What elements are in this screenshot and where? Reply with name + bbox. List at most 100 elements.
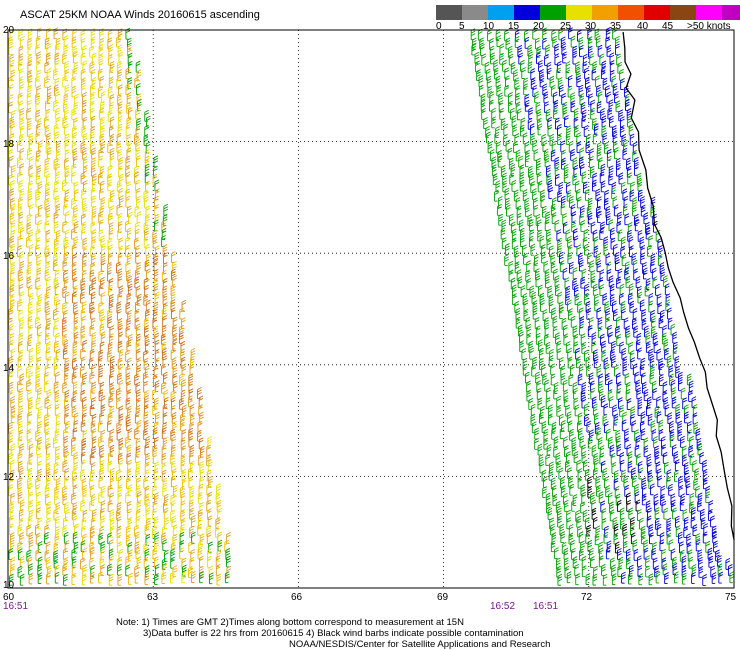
- wind-barb: [640, 357, 646, 370]
- wind-barb: [638, 189, 643, 202]
- wind-barb: [119, 195, 124, 208]
- wind-barb: [91, 77, 97, 89]
- wind-barb: [109, 155, 115, 168]
- wind-barb: [667, 412, 673, 425]
- wind-barb: [517, 276, 523, 289]
- wind-barb: [632, 308, 638, 320]
- wind-barb: [89, 100, 95, 113]
- wind-barb: [117, 220, 123, 233]
- wind-barb: [626, 398, 632, 410]
- wind-barb: [625, 275, 631, 288]
- wind-barb: [64, 149, 70, 162]
- wind-barb: [145, 253, 151, 266]
- wind-barb: [606, 428, 611, 441]
- wind-barb: [532, 139, 538, 152]
- wind-barb: [99, 411, 104, 424]
- wind-barb: [660, 485, 666, 498]
- wind-barb: [36, 411, 42, 424]
- wind-barb: [621, 419, 627, 432]
- wind-barb: [611, 461, 617, 474]
- wind-barb: [483, 117, 488, 129]
- wind-barb: [551, 29, 556, 42]
- wind-barb: [560, 140, 566, 153]
- wind-barb: [10, 243, 15, 256]
- wind-barb: [154, 573, 159, 585]
- wind-barb: [718, 571, 724, 584]
- wind-barb: [532, 27, 537, 40]
- wind-barb: [618, 556, 624, 569]
- wind-barb: [554, 43, 559, 56]
- wind-barb: [656, 348, 662, 361]
- wind-barb: [590, 107, 595, 120]
- wind-barb: [161, 235, 166, 247]
- wind-barb: [645, 555, 650, 568]
- wind-barb: [62, 381, 67, 394]
- wind-barb: [508, 92, 513, 104]
- wind-barb: [71, 555, 77, 568]
- wind-barb: [116, 308, 122, 321]
- wind-barb: [73, 419, 79, 432]
- wind-barb: [109, 525, 115, 538]
- wind-barb: [571, 443, 577, 456]
- wind-barb: [27, 60, 33, 73]
- wind-barb: [215, 525, 220, 538]
- wind-barb: [35, 229, 41, 241]
- wind-barb: [62, 485, 67, 498]
- wind-barb: [9, 116, 15, 129]
- wind-barb: [645, 227, 651, 240]
- wind-barb: [35, 131, 41, 144]
- wind-barb: [565, 404, 570, 417]
- wind-barb: [109, 101, 114, 114]
- wind-barb: [26, 379, 31, 392]
- wind-barb: [556, 340, 562, 353]
- wind-barb: [645, 277, 651, 290]
- wind-barb: [35, 155, 41, 168]
- wind-barb: [44, 371, 49, 384]
- wind-barb: [35, 35, 41, 48]
- lat-label-18: 18: [3, 139, 15, 150]
- wind-barb: [563, 171, 569, 183]
- wind-barb: [533, 260, 539, 272]
- wind-barb: [44, 291, 50, 304]
- wind-barb: [10, 164, 16, 177]
- wind-barb: [607, 107, 613, 120]
- wind-barb: [671, 396, 677, 409]
- wind-barb: [135, 389, 141, 402]
- wind-barb: [188, 373, 194, 386]
- wind-barb: [134, 237, 139, 250]
- wind-barb: [604, 301, 610, 313]
- wind-barb: [600, 395, 606, 408]
- wind-barb: [522, 363, 528, 376]
- wind-barb: [647, 461, 652, 474]
- wind-barb: [563, 436, 568, 449]
- wind-barb: [162, 262, 168, 274]
- wind-barb: [188, 388, 194, 401]
- wind-barb: [108, 278, 114, 290]
- wind-barb: [72, 67, 78, 80]
- wind-barb: [55, 107, 60, 120]
- wind-barb: [599, 452, 605, 465]
- wind-barb: [555, 117, 560, 130]
- wind-barb: [700, 508, 705, 521]
- wind-barb: [90, 420, 96, 433]
- wind-barb: [162, 293, 168, 306]
- wind-barb: [127, 357, 132, 370]
- wind-barb: [116, 301, 122, 314]
- wind-barb: [570, 100, 576, 113]
- wind-barb: [136, 155, 141, 167]
- wind-barb: [144, 523, 150, 536]
- wind-barb: [81, 221, 87, 234]
- wind-barb: [634, 213, 639, 226]
- wind-barb: [199, 533, 205, 546]
- wind-barb: [118, 413, 124, 426]
- wind-barb: [573, 341, 579, 354]
- wind-barb: [10, 396, 15, 408]
- wind-barb: [163, 252, 168, 265]
- wind-barb: [537, 339, 543, 352]
- wind-barb: [107, 179, 112, 192]
- wind-barb: [153, 165, 158, 178]
- wind-barb: [708, 500, 714, 513]
- wind-barb: [144, 469, 150, 481]
- wind-barb: [154, 380, 160, 393]
- wind-barb: [91, 436, 97, 449]
